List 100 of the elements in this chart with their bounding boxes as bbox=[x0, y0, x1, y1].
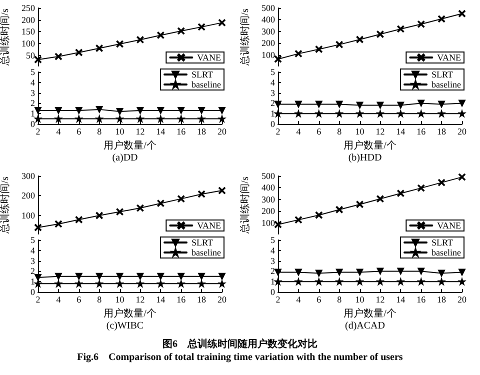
x-tick-label: 16 bbox=[416, 294, 426, 304]
y-tick-label: 2 bbox=[30, 266, 35, 276]
y-tick-label: 3 bbox=[270, 88, 276, 98]
point bbox=[96, 212, 103, 220]
point bbox=[418, 268, 425, 275]
x-tick-label: 4 bbox=[296, 294, 302, 304]
point bbox=[157, 272, 164, 280]
point bbox=[96, 272, 103, 280]
point bbox=[294, 268, 302, 276]
point bbox=[356, 102, 364, 109]
point bbox=[157, 32, 164, 39]
point bbox=[178, 195, 185, 202]
point bbox=[376, 30, 384, 38]
y-tick-label: 5 bbox=[270, 235, 276, 245]
point bbox=[116, 280, 124, 288]
x-tick-label: 12 bbox=[376, 294, 385, 304]
point bbox=[274, 278, 282, 286]
x-tick-label: 6 bbox=[76, 126, 82, 136]
point bbox=[356, 278, 364, 286]
caption: Fig.6 Comparison of total training time variation with the number of users bbox=[76, 351, 404, 364]
legend-label: SLRT bbox=[192, 70, 214, 80]
point bbox=[376, 268, 384, 275]
point bbox=[116, 108, 124, 116]
x-tick-label: 12 bbox=[376, 126, 385, 136]
point bbox=[274, 221, 282, 228]
point bbox=[438, 100, 446, 108]
point bbox=[356, 200, 364, 208]
point bbox=[198, 190, 206, 198]
legend-label: VANE bbox=[197, 220, 222, 230]
y-tick-label: 200 bbox=[262, 38, 276, 48]
legend-label: baseline bbox=[192, 248, 222, 258]
y-tick-label: 4 bbox=[30, 245, 36, 256]
point bbox=[438, 278, 446, 286]
point bbox=[34, 280, 42, 288]
x-tick-label: 20 bbox=[218, 294, 227, 304]
y-tick-label: 5 bbox=[270, 67, 276, 77]
point bbox=[198, 23, 206, 30]
point bbox=[157, 115, 164, 122]
y-tick-label: 200 bbox=[22, 190, 36, 201]
point bbox=[198, 280, 206, 288]
point bbox=[294, 278, 302, 286]
point bbox=[315, 100, 322, 108]
point bbox=[418, 20, 425, 28]
point bbox=[274, 268, 282, 276]
x-tick-label: 18 bbox=[197, 126, 207, 136]
legend-label: VANE bbox=[437, 52, 462, 62]
y-tick-label: 100 bbox=[262, 50, 276, 60]
x-tick-label: 20 bbox=[458, 126, 467, 136]
point bbox=[178, 280, 185, 288]
x-tick-label: 16 bbox=[176, 126, 186, 136]
point bbox=[418, 110, 425, 118]
y-tick-label: 500 bbox=[262, 3, 276, 13]
point bbox=[336, 268, 343, 276]
text: (c)WIBC bbox=[106, 320, 144, 332]
x-tick-label: 18 bbox=[197, 294, 207, 304]
point bbox=[458, 110, 466, 118]
point bbox=[336, 278, 343, 286]
x-tick-label: 14 bbox=[156, 294, 166, 304]
y-tick-label: 150 bbox=[22, 26, 36, 37]
x-tick-label: 12 bbox=[136, 294, 145, 304]
point bbox=[157, 280, 164, 288]
x-tick-label: 18 bbox=[437, 126, 447, 136]
point bbox=[315, 110, 322, 118]
y-axis-title: 总训练时间/s bbox=[0, 8, 12, 66]
point bbox=[178, 272, 185, 280]
y-tick-label: 100 bbox=[262, 218, 276, 228]
point bbox=[336, 41, 343, 48]
point bbox=[397, 278, 404, 286]
point bbox=[96, 280, 103, 288]
y-tick-label: 0 bbox=[270, 287, 276, 297]
point bbox=[136, 272, 144, 280]
point bbox=[218, 187, 226, 194]
y-tick-label: 0 bbox=[270, 119, 276, 129]
x-tick-label: 16 bbox=[176, 294, 186, 304]
point bbox=[157, 106, 164, 114]
legend-label: baseline bbox=[432, 80, 462, 90]
legend-label: baseline bbox=[192, 80, 222, 90]
y-tick-label: 1 bbox=[270, 276, 275, 287]
x-tick-label: 8 bbox=[337, 126, 342, 136]
point bbox=[54, 106, 62, 114]
point bbox=[54, 280, 62, 288]
y-axis-title: 总训练时间/s bbox=[239, 8, 252, 66]
text: (d)ACAD bbox=[345, 320, 385, 332]
point bbox=[136, 280, 144, 288]
point bbox=[315, 278, 322, 286]
y-tick-label: 5 bbox=[30, 235, 36, 245]
point bbox=[96, 115, 103, 122]
legend-label: SLRT bbox=[432, 238, 454, 248]
y-tick-label: 200 bbox=[262, 206, 276, 216]
point bbox=[294, 100, 302, 108]
legend-label: VANE bbox=[197, 52, 222, 62]
legend-label: VANE bbox=[437, 220, 462, 230]
point bbox=[178, 115, 185, 122]
x-tick-label: 18 bbox=[437, 294, 447, 304]
y-axis-title: 总训练时间/s bbox=[0, 176, 12, 234]
point bbox=[34, 106, 42, 114]
y-tick-label: 300 bbox=[22, 171, 36, 181]
point bbox=[116, 115, 124, 122]
point bbox=[218, 106, 226, 114]
x-tick-label: 8 bbox=[97, 294, 102, 304]
